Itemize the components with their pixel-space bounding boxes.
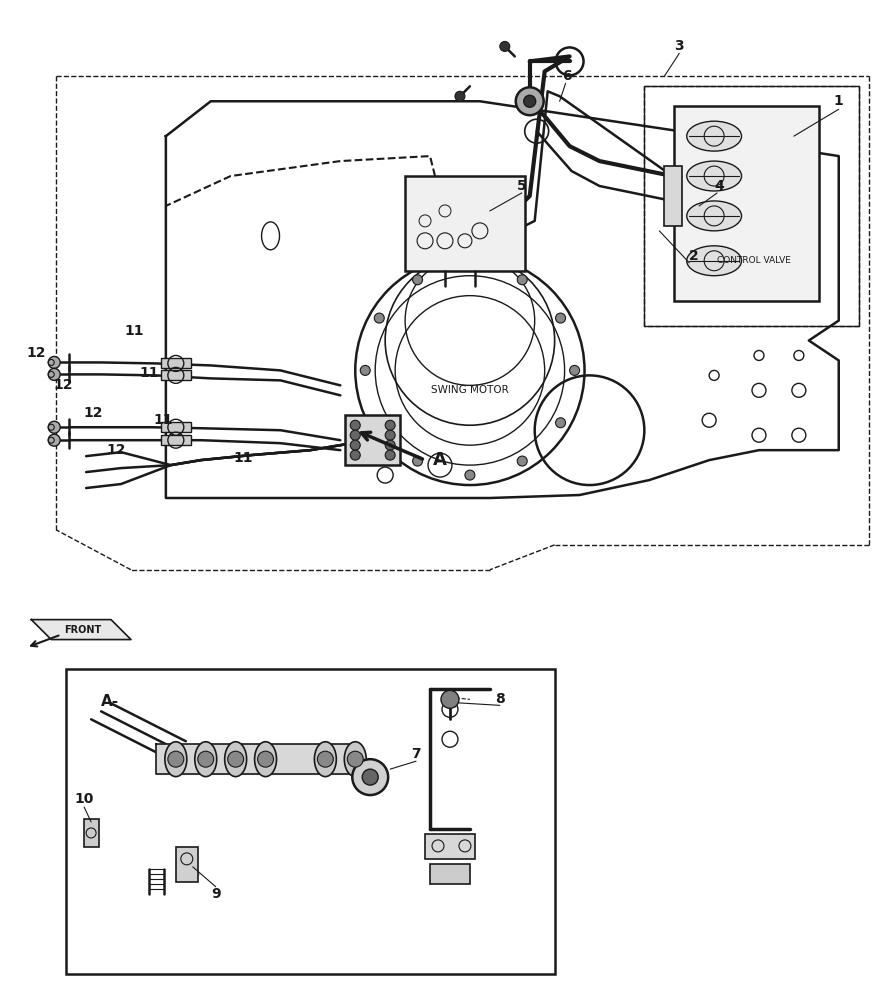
Circle shape	[517, 275, 527, 285]
Circle shape	[385, 430, 395, 440]
Circle shape	[48, 356, 60, 368]
Circle shape	[441, 690, 459, 708]
Bar	[161, 358, 191, 368]
Bar	[345, 415, 400, 465]
Ellipse shape	[686, 201, 742, 231]
Ellipse shape	[165, 742, 187, 777]
Circle shape	[348, 751, 363, 767]
Text: 11: 11	[139, 366, 158, 380]
Circle shape	[385, 450, 395, 460]
Bar	[161, 435, 191, 445]
Circle shape	[516, 87, 544, 115]
Circle shape	[569, 365, 580, 375]
Bar	[161, 422, 191, 432]
Bar	[405, 176, 524, 271]
Ellipse shape	[686, 161, 742, 191]
Circle shape	[555, 418, 566, 428]
Circle shape	[374, 418, 385, 428]
Circle shape	[350, 450, 360, 460]
Circle shape	[465, 261, 475, 271]
Circle shape	[198, 751, 214, 767]
Text: 10: 10	[75, 792, 94, 806]
Circle shape	[413, 456, 422, 466]
Text: SWING MOTOR: SWING MOTOR	[431, 385, 509, 395]
Circle shape	[374, 313, 385, 323]
Circle shape	[48, 421, 60, 433]
Circle shape	[524, 95, 536, 107]
Text: A: A	[433, 451, 447, 469]
Text: 2: 2	[689, 249, 699, 263]
Ellipse shape	[686, 121, 742, 151]
Text: 4: 4	[715, 179, 724, 193]
Bar	[161, 370, 191, 380]
Circle shape	[228, 751, 244, 767]
Text: 12: 12	[26, 346, 46, 360]
Ellipse shape	[686, 246, 742, 276]
Text: 12: 12	[84, 406, 103, 420]
Circle shape	[350, 420, 360, 430]
Circle shape	[350, 430, 360, 440]
Polygon shape	[32, 620, 131, 640]
Text: FRONT: FRONT	[64, 625, 102, 635]
Circle shape	[168, 751, 184, 767]
Circle shape	[363, 769, 378, 785]
Circle shape	[385, 420, 395, 430]
Text: 12: 12	[54, 378, 73, 392]
Ellipse shape	[194, 742, 216, 777]
Text: 11: 11	[124, 324, 143, 338]
Circle shape	[455, 91, 465, 101]
Polygon shape	[165, 101, 839, 498]
Text: 1: 1	[834, 94, 844, 108]
Ellipse shape	[224, 742, 246, 777]
Circle shape	[352, 759, 388, 795]
Circle shape	[465, 470, 475, 480]
Text: 11: 11	[234, 451, 253, 465]
Ellipse shape	[344, 742, 366, 777]
Text: 11: 11	[153, 413, 172, 427]
Circle shape	[360, 365, 370, 375]
Bar	[664, 166, 682, 226]
Text: 12: 12	[106, 443, 126, 457]
Text: 9: 9	[211, 887, 221, 901]
Circle shape	[413, 275, 422, 285]
Circle shape	[555, 313, 566, 323]
Bar	[176, 847, 198, 882]
Bar	[84, 819, 99, 847]
Text: 6: 6	[561, 69, 571, 83]
Text: CONTROL VALVE: CONTROL VALVE	[717, 256, 791, 265]
Circle shape	[258, 751, 274, 767]
Text: A-: A-	[101, 694, 119, 709]
Bar	[425, 834, 475, 859]
Circle shape	[350, 440, 360, 450]
Polygon shape	[156, 744, 360, 774]
Circle shape	[48, 434, 60, 446]
Ellipse shape	[254, 742, 276, 777]
Bar	[66, 669, 554, 974]
Circle shape	[48, 368, 60, 380]
Text: 3: 3	[674, 39, 684, 53]
Circle shape	[385, 440, 395, 450]
Bar	[644, 86, 859, 326]
Circle shape	[318, 751, 334, 767]
Bar	[430, 864, 470, 884]
Bar	[674, 106, 818, 301]
Ellipse shape	[314, 742, 336, 777]
Text: 8: 8	[495, 692, 505, 706]
Text: 5: 5	[517, 179, 526, 193]
Text: 7: 7	[411, 747, 421, 761]
Circle shape	[500, 41, 510, 51]
Circle shape	[517, 456, 527, 466]
